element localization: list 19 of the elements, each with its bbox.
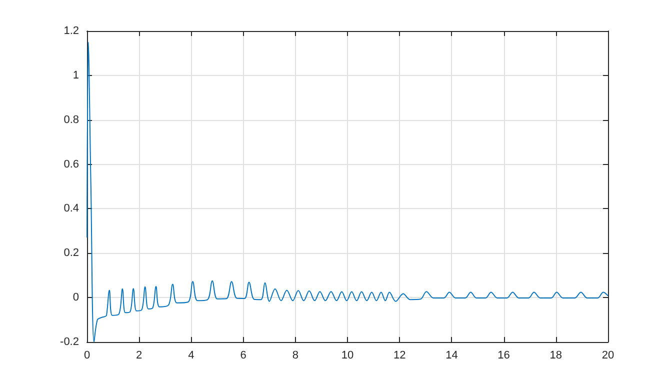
x-tick-label: 0 bbox=[84, 350, 90, 362]
y-tick-label: 0.4 bbox=[64, 202, 79, 215]
y-tick-label: 0.8 bbox=[64, 114, 79, 126]
y-tick-label: 0 bbox=[72, 292, 79, 304]
x-tick-label: 18 bbox=[550, 350, 562, 362]
y-tick-label: 1 bbox=[72, 69, 79, 82]
y-tick-label: 0.6 bbox=[64, 158, 79, 170]
x-tick-label: 14 bbox=[446, 350, 458, 362]
x-tick-label: 6 bbox=[240, 350, 246, 362]
x-tick-label: 12 bbox=[393, 350, 406, 362]
y-tick-label: -0.2 bbox=[60, 336, 79, 348]
x-tick-label: 16 bbox=[498, 350, 510, 362]
x-tick-label: 8 bbox=[292, 350, 298, 362]
y-tick-label: 1.2 bbox=[64, 25, 79, 37]
x-tick-label: 10 bbox=[341, 350, 354, 362]
x-tick-label: 20 bbox=[602, 350, 614, 362]
y-tick-label: 0.2 bbox=[64, 247, 79, 260]
x-tick-label: 2 bbox=[136, 350, 142, 362]
x-tick-label: 4 bbox=[188, 350, 194, 362]
